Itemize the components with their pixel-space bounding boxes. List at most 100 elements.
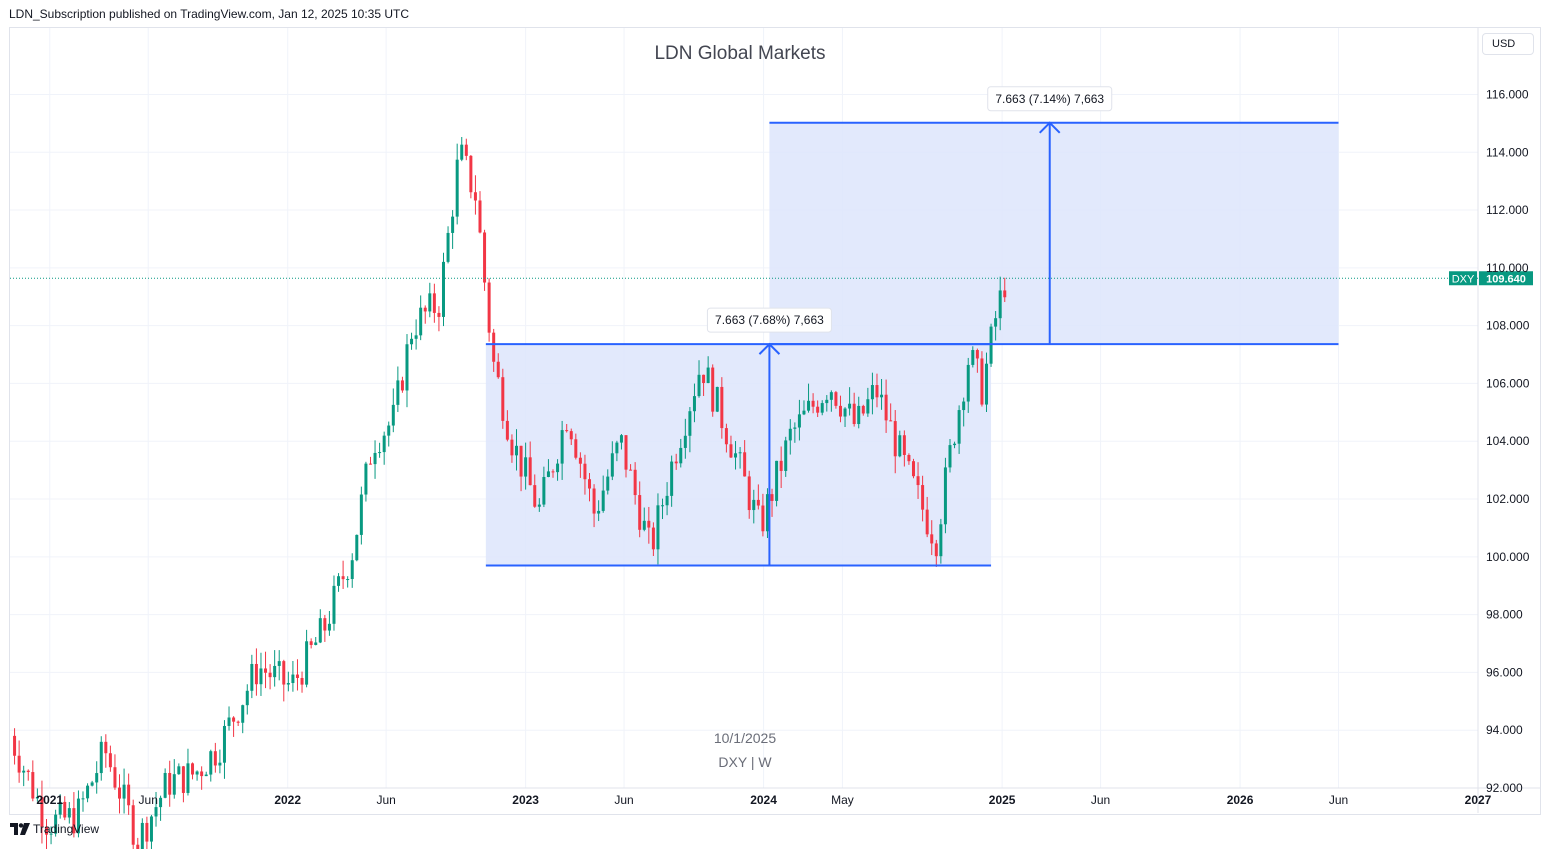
candle-body xyxy=(966,364,970,402)
candle-body xyxy=(496,361,500,378)
candle-body xyxy=(989,326,993,364)
last-price-label: 109.640 xyxy=(1486,273,1526,285)
y-tick-label: 108.000 xyxy=(1486,319,1530,333)
x-tick-label: 2025 xyxy=(989,793,1016,807)
candle-body xyxy=(90,782,94,786)
candle-body xyxy=(852,403,856,425)
candle-body xyxy=(341,576,345,580)
candle-body xyxy=(492,332,496,362)
candle-body xyxy=(834,392,838,406)
candle-body xyxy=(455,159,459,217)
candle-body xyxy=(953,443,957,446)
candle-body xyxy=(629,469,633,471)
candle-body xyxy=(578,457,582,464)
candle-body xyxy=(674,461,678,464)
candle-body xyxy=(661,505,665,507)
candle-body xyxy=(318,618,322,643)
candle-body xyxy=(556,463,560,473)
candle-body xyxy=(177,766,181,775)
candle-body xyxy=(793,427,797,429)
candle-body xyxy=(58,801,62,815)
symbol-tag-label: DXY xyxy=(1452,273,1475,285)
candle-body xyxy=(81,798,85,800)
tradingview-logo-label: TradingView xyxy=(33,822,100,836)
candle-body xyxy=(149,816,153,842)
candle-body xyxy=(195,771,199,775)
candle-body xyxy=(692,396,696,412)
candle-body xyxy=(811,400,815,407)
candle-body xyxy=(501,377,505,421)
x-tick-label: Jun xyxy=(139,793,158,807)
x-tick-label: 2022 xyxy=(274,793,301,807)
candle-body xyxy=(487,282,491,333)
candle-body xyxy=(191,763,195,775)
candle-body xyxy=(118,787,122,799)
candle-body xyxy=(875,385,879,398)
candle-body xyxy=(975,350,979,359)
candle-body xyxy=(314,642,318,645)
candle-body xyxy=(930,534,934,544)
candle-body xyxy=(300,677,304,685)
candle-body xyxy=(870,385,874,400)
candle-body xyxy=(861,405,865,414)
candle-body xyxy=(551,471,555,473)
candle-body xyxy=(601,490,605,511)
candle-body xyxy=(286,683,290,685)
candle-body xyxy=(994,318,998,327)
candle-body xyxy=(583,463,587,480)
y-tick-label: 100.000 xyxy=(1486,550,1530,564)
tradingview-logo[interactable]: TradingView xyxy=(10,822,99,836)
symbol-tag xyxy=(1449,271,1477,286)
candle-body xyxy=(624,435,628,470)
candle-body xyxy=(332,585,336,624)
candle-body xyxy=(86,785,90,799)
candle-body xyxy=(213,751,217,766)
candle-body xyxy=(533,485,537,507)
candle-body xyxy=(610,453,614,477)
candle-body xyxy=(35,796,39,799)
candle-body xyxy=(159,797,163,808)
candle-body xyxy=(327,623,331,631)
x-tick-label: 2023 xyxy=(512,793,539,807)
candle-body xyxy=(236,721,240,723)
candle-body xyxy=(825,399,829,404)
candle-body xyxy=(437,312,441,317)
watermark-date: 10/1/2025 xyxy=(713,730,777,746)
measure-label-text: 7.663 (7.14%) 7,663 xyxy=(995,92,1104,106)
candle-body xyxy=(460,144,464,160)
y-tick-label: 106.000 xyxy=(1486,376,1530,390)
candle-body xyxy=(902,435,906,455)
candle-body xyxy=(651,527,655,550)
candle-body xyxy=(99,741,103,774)
candle-body xyxy=(1003,290,1007,298)
candle-body xyxy=(880,394,884,398)
candle-body xyxy=(26,770,30,773)
candle-body xyxy=(368,463,372,465)
candle-body xyxy=(469,155,473,193)
candle-body xyxy=(172,774,176,795)
candle-body xyxy=(204,774,208,777)
x-tick-label: Jun xyxy=(1329,793,1348,807)
candle-body xyxy=(519,445,523,477)
candle-body xyxy=(414,335,418,339)
candle-body xyxy=(647,520,651,528)
candle-body xyxy=(743,452,747,477)
candle-body xyxy=(441,261,445,317)
candle-body xyxy=(254,663,258,685)
candle-body xyxy=(464,144,468,156)
candle-body xyxy=(670,461,674,496)
tradingview-logo-icon xyxy=(10,823,30,835)
candle-body xyxy=(619,435,623,443)
candle-body xyxy=(633,469,637,496)
candle-body xyxy=(259,668,263,685)
candle-body xyxy=(747,476,751,511)
candle-body xyxy=(410,338,414,345)
candle-body xyxy=(524,457,528,477)
candle-body xyxy=(63,801,67,818)
candle-body xyxy=(702,374,706,384)
candle-body xyxy=(181,766,185,793)
candle-body xyxy=(391,404,395,426)
currency-button[interactable]: USD xyxy=(1482,33,1534,55)
candle-body xyxy=(359,494,363,535)
